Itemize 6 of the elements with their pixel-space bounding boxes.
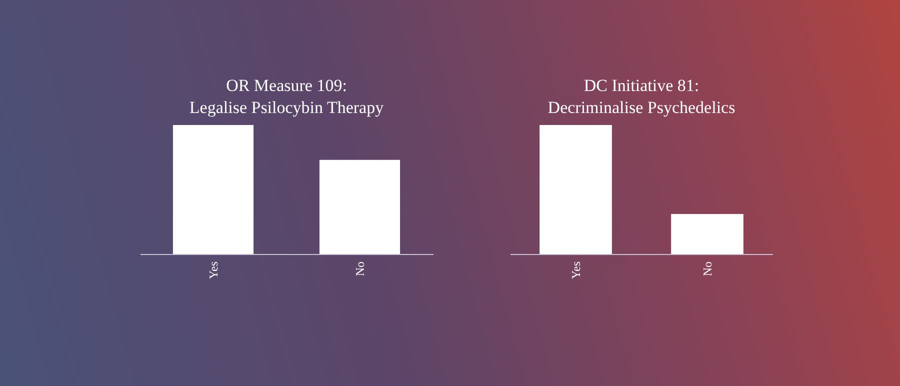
x-tick-label: No [352, 262, 367, 276]
chart-title: OR Measure 109: Legalise Psilocybin Therapy [189, 76, 384, 117]
chart-title: DC Initiative 81: Decriminalise Psychedelics [548, 76, 736, 117]
x-tick-label: Yes [568, 261, 583, 279]
x-tick-label: No [700, 262, 714, 276]
x-tick-label: Yes [206, 261, 220, 279]
